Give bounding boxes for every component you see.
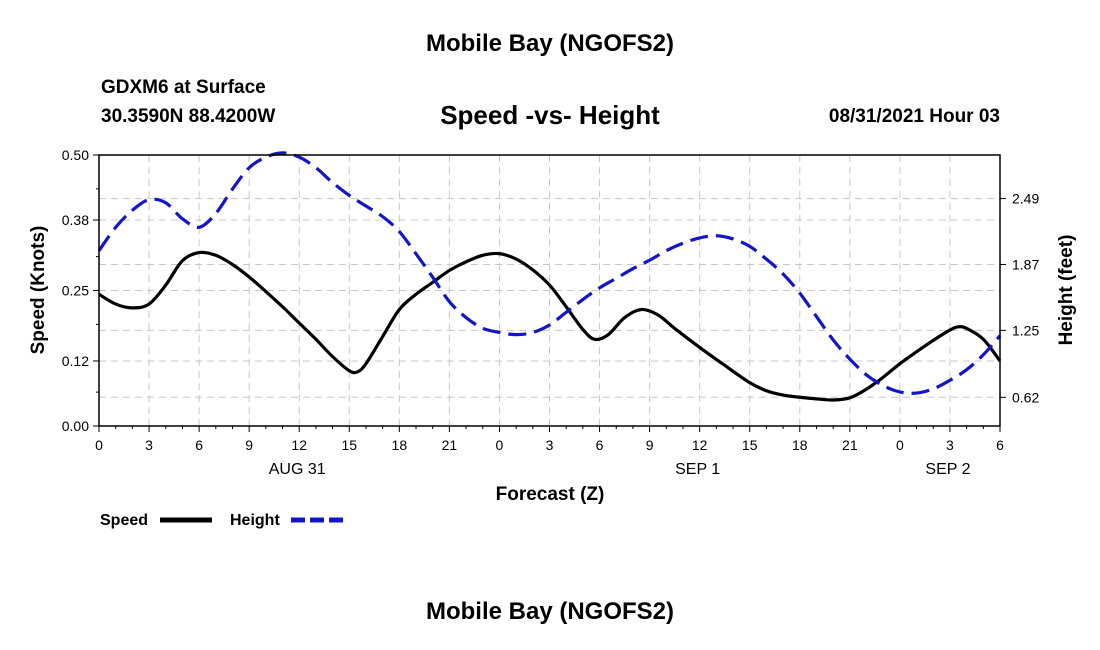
x-tick-label: 18	[792, 437, 808, 453]
station-label: GDXM6 at Surface	[101, 77, 266, 98]
x-date-label: SEP 2	[925, 461, 970, 478]
y-left-tick-label: 0.38	[62, 212, 89, 228]
y-axis-left: 0.00 0.12 0.25 0.38 0.50	[62, 147, 99, 434]
y-axis-left-label: Speed (Knots)	[28, 226, 49, 355]
x-date-label: SEP 1	[675, 461, 720, 478]
y-left-tick-label: 0.00	[62, 418, 89, 434]
x-tick-label: 9	[245, 437, 253, 453]
x-tick-label: 18	[392, 437, 408, 453]
y-left-tick-label: 0.50	[62, 147, 89, 163]
x-tick-label: 21	[842, 437, 858, 453]
y-right-tick-label: 1.87	[1012, 256, 1039, 272]
x-tick-label: 12	[291, 437, 307, 453]
x-tick-label: 6	[996, 437, 1004, 453]
x-tick-label: 0	[95, 437, 103, 453]
chart-title: Mobile Bay (NGOFS2)	[425, 30, 675, 57]
y-left-tick-label: 0.25	[62, 283, 89, 299]
x-axis-label: Forecast (Z)	[496, 484, 605, 505]
footer-title: Mobile Bay (NGOFS2)	[425, 598, 675, 625]
series-line-speed	[98, 250, 1002, 402]
y-axis-right-label: Height (feet)	[1056, 235, 1077, 346]
x-tick-label: 9	[646, 437, 654, 453]
y-right-tick-label: 1.25	[1012, 322, 1039, 338]
series-layer	[97, 151, 1002, 402]
legend-speed-label: Speed	[100, 512, 148, 529]
x-tick-label: 21	[442, 437, 458, 453]
legend: Speed Height	[100, 512, 343, 529]
x-tick-label: 12	[692, 437, 708, 453]
y-right-tick-label: 0.62	[1012, 389, 1039, 405]
x-tick-label: 3	[546, 437, 554, 453]
x-tick-label: 3	[946, 437, 954, 453]
x-date-label: AUG 31	[269, 461, 326, 478]
x-tick-label: 15	[341, 437, 357, 453]
forecast-datetime: 08/31/2021 Hour 03	[828, 106, 1000, 127]
series-line-height	[97, 151, 1002, 395]
y-right-tick-label: 2.49	[1012, 191, 1039, 207]
x-axis: 0 3 6 9 12 15 18 21 0 3 6 9 12 15 18 21 0 3 6 AUG 31 SEP 1 SE…	[95, 426, 1004, 478]
x-tick-label: 3	[145, 437, 153, 453]
station-coordinates: 30.3590N 88.4200W	[101, 106, 276, 127]
x-tick-label: 15	[742, 437, 758, 453]
x-tick-label: 6	[596, 437, 604, 453]
x-tick-label: 0	[496, 437, 504, 453]
y-axis-right: 0.62 1.25 1.87 2.49	[1000, 191, 1039, 405]
grid-lines	[99, 155, 1000, 426]
x-tick-label: 6	[195, 437, 203, 453]
legend-height-label: Height	[230, 512, 280, 529]
x-tick-label: 0	[896, 437, 904, 453]
y-left-tick-label: 0.12	[62, 353, 89, 369]
chart-subtitle: Speed -vs- Height	[440, 100, 660, 130]
